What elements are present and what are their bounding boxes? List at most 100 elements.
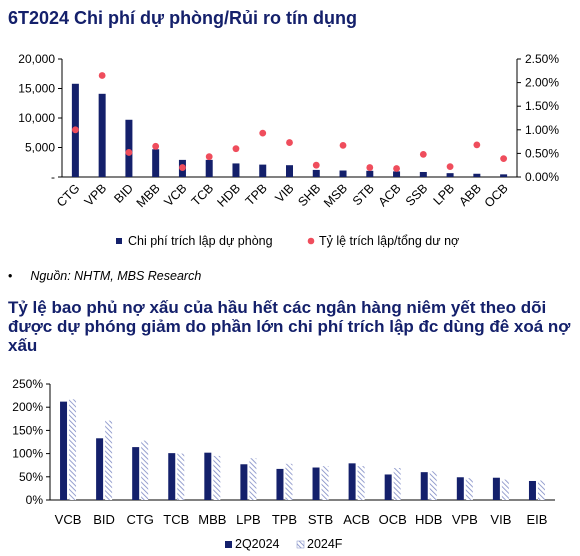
x-tick-label: OCB: [379, 512, 407, 527]
x-tick-label: TCB: [163, 512, 189, 527]
legend-marker-2q2024: [225, 541, 232, 548]
bar-2024f: [69, 399, 77, 500]
bar-2024f: [393, 467, 401, 500]
provision-bar: [98, 93, 106, 177]
provision-bar: [259, 164, 267, 177]
provision-bar: [152, 149, 160, 177]
ratio-dot: [259, 129, 267, 137]
provision-bar: [232, 163, 240, 177]
bar-2q2024: [240, 464, 248, 500]
y-left-tick-label: 5,000: [25, 141, 55, 155]
provision-bar: [446, 173, 454, 177]
provision-bar: [393, 171, 401, 177]
ratio-dot: [366, 164, 374, 171]
bar-2q2024: [132, 447, 140, 500]
source-note: • Nguồn: NHTM, MBS Research: [8, 269, 201, 283]
ratio-dot: [446, 163, 454, 171]
y-left-tick-label: 20,000: [18, 52, 55, 66]
bar-2q2024: [420, 472, 428, 500]
y-right-tick-label: 0.50%: [525, 146, 559, 160]
ratio-dot: [286, 139, 293, 146]
x-tick-label: TPB: [272, 512, 297, 527]
bar-2q2024: [528, 480, 536, 500]
source-text: Nguồn: NHTM, MBS Research: [30, 269, 202, 283]
bar-2q2024: [348, 463, 356, 500]
bar-2q2024: [456, 477, 464, 500]
x-tick-label: VPB: [452, 512, 478, 527]
ratio-dot: [500, 155, 508, 162]
bar-2024f: [141, 440, 149, 500]
y-left-tick-label: 15,000: [18, 82, 55, 96]
ratio-dot: [339, 141, 347, 149]
bar-2024f: [537, 480, 545, 500]
legend-label: Chi phí trích lập dự phòng: [128, 234, 273, 248]
bar-2q2024: [204, 452, 212, 500]
chart1-title: 6T2024 Chi phí dự phòng/Rủi ro tín dụng: [8, 8, 358, 28]
ratio-dot: [152, 142, 160, 150]
legend-marker-bar: [116, 238, 122, 244]
bar-2024f: [501, 479, 509, 500]
provision-bar: [312, 169, 320, 177]
provision-bar: [473, 173, 481, 177]
bar-2024f: [249, 458, 257, 500]
y-tick-label: 0%: [26, 493, 44, 507]
bar-2024f: [321, 466, 329, 500]
ratio-dot: [473, 141, 481, 149]
x-tick-label: STB: [308, 512, 333, 527]
bar-2q2024: [60, 401, 68, 500]
bullet: •: [8, 269, 13, 283]
y-right-tick-label: 2.00%: [525, 76, 559, 90]
bar-2024f: [105, 420, 113, 500]
bar-2024f: [429, 471, 437, 500]
y-tick-label: 250%: [12, 377, 43, 391]
y-tick-label: 200%: [12, 400, 43, 414]
provision-chart: 20,000 15,000 10,000 5,000 - 2.50% 2.00% 1.50% 1…: [18, 52, 559, 248]
ratio-dot: [312, 161, 320, 169]
y-tick-label: 150%: [12, 423, 43, 437]
bar-2q2024: [276, 468, 284, 500]
x-tick-label: MBB: [198, 512, 226, 527]
x-tick-label: CTG: [126, 512, 153, 527]
provision-bar: [419, 171, 427, 177]
x-tick-label: VIB: [490, 512, 511, 527]
y-tick-label: 100%: [12, 447, 43, 461]
provision-bar: [286, 165, 293, 177]
bar-2024f: [357, 466, 365, 500]
x-tick-label: HDB: [415, 512, 442, 527]
legend-marker-2024f: [296, 540, 305, 549]
provision-bar: [366, 170, 374, 177]
provision-bar: [339, 170, 347, 177]
bar-2024f: [177, 453, 185, 500]
bar-2q2024: [384, 474, 392, 500]
y-left-tick-label: 10,000: [18, 111, 55, 125]
x-tick-label: LPB: [236, 512, 261, 527]
legend-label: Tỷ lệ trích lập/tổng dư nợ: [319, 234, 459, 248]
ratio-dot: [393, 165, 400, 172]
x-tick-label: VCB: [55, 512, 82, 527]
bar-2024f: [465, 478, 473, 500]
ratio-dot: [232, 145, 240, 153]
y-right-tick-label: 0.00%: [525, 170, 559, 184]
y-right-tick-label: 1.00%: [525, 123, 559, 137]
ratio-dot: [179, 164, 186, 171]
legend-label: 2024F: [307, 537, 343, 551]
bar-2q2024: [96, 438, 104, 500]
x-tick-label: ACB: [343, 512, 370, 527]
ratio-dot: [419, 150, 427, 158]
bar-2024f: [213, 455, 221, 500]
x-tick-label: BID: [93, 512, 115, 527]
ratio-dot: [205, 153, 213, 161]
legend-label: 2Q2024: [235, 537, 280, 551]
y-right-tick-label: 2.50%: [525, 52, 559, 66]
bar-2q2024: [312, 467, 320, 500]
x-tick-label: EIB: [526, 512, 547, 527]
bar-2024f: [285, 463, 293, 500]
chart2-title: Tỷ lệ bao phủ nợ xấu của hầu hết các ngâ…: [8, 298, 571, 355]
y-right-tick-label: 1.50%: [525, 99, 559, 113]
legend-marker-dot: [307, 237, 315, 245]
y-left-tick-label: -: [51, 170, 55, 184]
provision-bar: [205, 159, 213, 177]
ratio-dot: [98, 72, 106, 79]
bar-2q2024: [168, 453, 176, 500]
